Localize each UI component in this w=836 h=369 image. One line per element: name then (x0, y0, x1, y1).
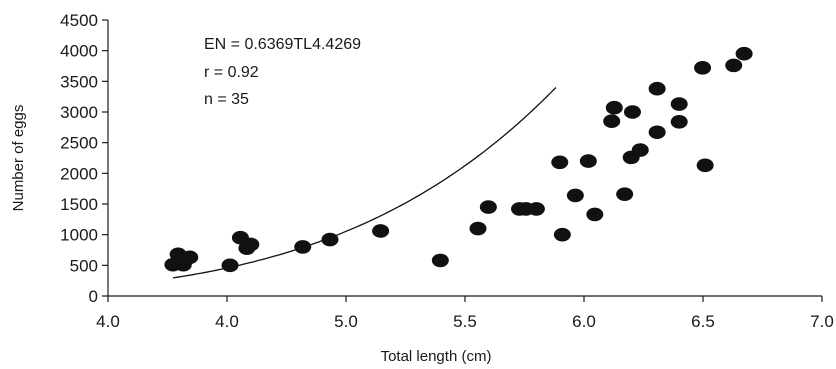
data-point (648, 81, 666, 96)
y-tick-label: 3500 (60, 72, 98, 91)
data-point (553, 227, 571, 242)
data-point (694, 61, 712, 75)
annotation-equation: EN = 0.6369TL4.4269 (204, 36, 361, 53)
x-tick-label: 5.5 (453, 312, 477, 331)
data-point (479, 200, 497, 214)
data-point (725, 58, 743, 73)
x-tick-label: 4.0 (96, 312, 120, 331)
data-point (321, 232, 339, 247)
data-point (431, 253, 449, 268)
data-point (579, 154, 597, 168)
y-axis-title: Number of eggs (10, 105, 27, 212)
data-point (586, 207, 604, 222)
data-point (670, 115, 688, 129)
data-point (648, 125, 666, 140)
y-tick-label: 1000 (60, 226, 98, 245)
data-points (164, 46, 753, 273)
y-tick-label: 1500 (60, 195, 98, 214)
x-tick-label: 4.0 (215, 312, 239, 331)
x-tick-label: 6.5 (691, 312, 715, 331)
trendline (172, 87, 557, 279)
x-tick-label: 6.0 (572, 312, 596, 331)
data-point (623, 105, 641, 119)
data-point (670, 97, 688, 111)
y-tick-label: 4000 (60, 42, 98, 61)
annotation-n: n = 35 (204, 91, 249, 108)
data-point (566, 188, 584, 203)
data-point (469, 221, 487, 236)
x-axis-title: Total length (cm) (381, 348, 492, 365)
data-point (294, 240, 312, 254)
axes (107, 20, 822, 297)
data-point (605, 100, 623, 115)
y-tick-label: 4500 (60, 11, 98, 30)
annotation-r: r = 0.92 (204, 64, 259, 81)
y-tick-label: 2000 (60, 164, 98, 183)
data-point (631, 143, 649, 157)
data-point (527, 202, 545, 216)
y-tick-label: 500 (70, 256, 98, 275)
y-tick-label: 3000 (60, 103, 98, 122)
data-point (696, 158, 714, 173)
equation-annotation: EN = 0.6369TL4.4269 r = 0.92 n = 35 (204, 36, 361, 108)
data-point (551, 155, 569, 170)
y-ticks: 0 500 1000 1500 2000 2500 3000 3500 4000 4500 (60, 11, 108, 306)
data-point (616, 187, 634, 201)
data-point (603, 114, 621, 128)
y-tick-label: 0 (89, 287, 98, 306)
data-point (372, 224, 390, 238)
data-point (181, 250, 199, 265)
x-ticks: 4.0 4.0 5.0 5.5 6.0 6.5 7.0 (96, 296, 834, 331)
data-point (735, 46, 753, 61)
data-point (242, 237, 260, 252)
y-tick-label: 2500 (60, 134, 98, 153)
data-point (221, 258, 239, 273)
x-tick-label: 7.0 (810, 312, 834, 331)
x-tick-label: 5.0 (334, 312, 358, 331)
